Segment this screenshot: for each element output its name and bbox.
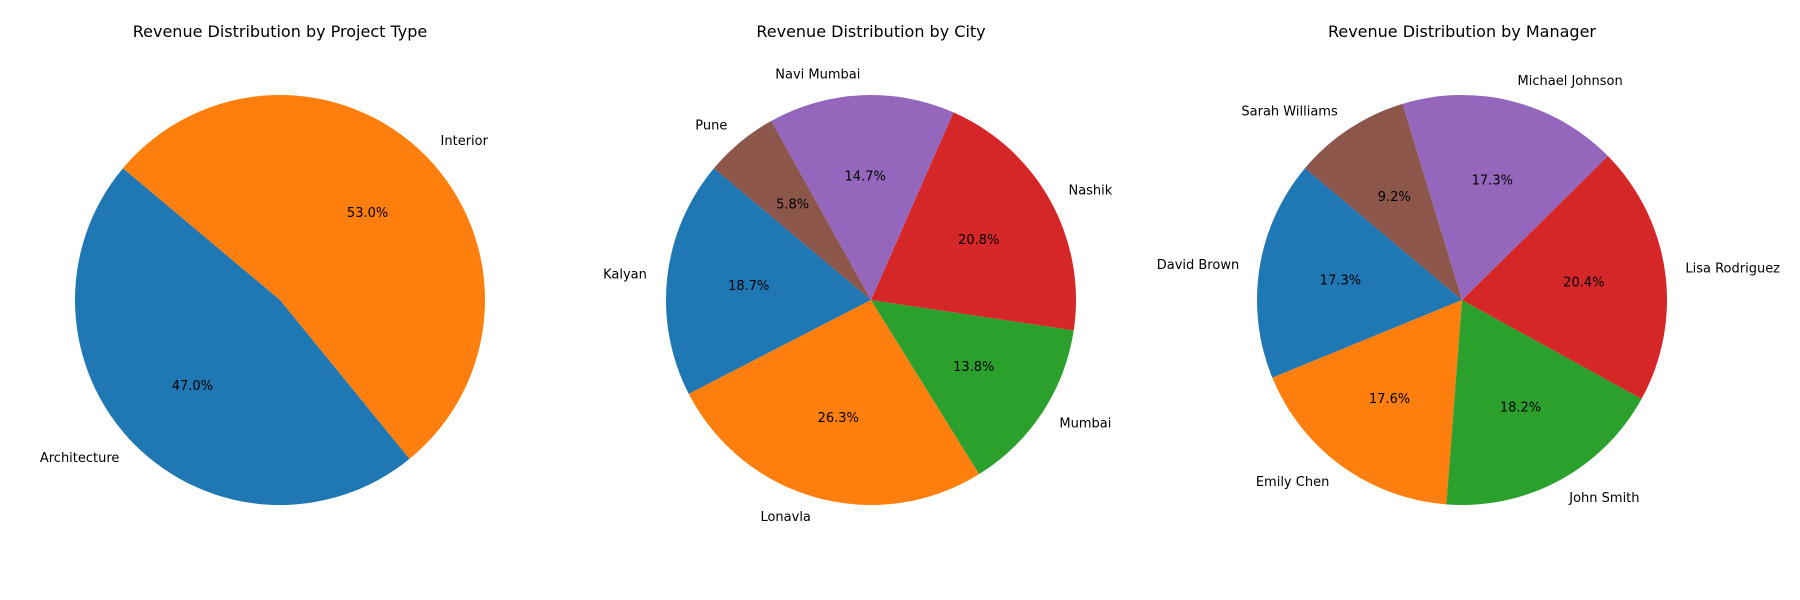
pie-labels: Kalyan 18.7% Lonavla 26.3% Mumbai 13.8% Nashik…: [603, 67, 1113, 525]
slice-label-architecture: Architecture: [40, 451, 120, 466]
pct-label-lonavla: 26.3%: [818, 411, 859, 426]
pie-slice-interior: [122, 95, 485, 459]
pie-slice-pune: [713, 120, 871, 300]
pie-slice-john-smith: [1446, 300, 1642, 505]
pie-slice-nashik: [871, 112, 1076, 331]
slice-label-pune: Pune: [695, 119, 727, 134]
chart-title: Revenue Distribution by Manager: [1328, 22, 1596, 41]
pie-slice-emily-chen: [1272, 300, 1462, 505]
slice-label-john-smith: John Smith: [1568, 491, 1639, 506]
pie-slice-lonavla: [688, 300, 980, 505]
pct-label-pune: 5.8%: [776, 198, 809, 213]
slice-label-navi-mumbai: Navi Mumbai: [775, 67, 860, 82]
slice-label-michael-johnson: Michael Johnson: [1518, 74, 1623, 89]
pie-slices: [666, 95, 1076, 505]
pie-chart-project-type: Revenue Distribution by Project Type Arc…: [40, 22, 489, 506]
pie-slice-lisa-rodriguez: [1462, 156, 1667, 399]
pct-label-lisa-rodriguez: 20.4%: [1563, 276, 1604, 291]
pie-chart-city: Revenue Distribution by City Kalyan 18.7%…: [603, 22, 1113, 525]
pct-label-mumbai: 13.8%: [953, 360, 994, 375]
pie-slice-michael-johnson: [1402, 95, 1608, 300]
slice-label-david-brown: David Brown: [1157, 258, 1239, 273]
slice-label-mumbai: Mumbai: [1059, 416, 1111, 431]
pct-label-michael-johnson: 17.3%: [1472, 173, 1513, 188]
pie-slice-david-brown: [1257, 168, 1462, 378]
pie-labels: Architecture 47.0% Interior 53.0%: [40, 134, 489, 466]
pie-slice-navi-mumbai: [771, 95, 954, 301]
pct-label-john-smith: 18.2%: [1500, 401, 1541, 416]
slice-label-emily-chen: Emily Chen: [1256, 475, 1329, 490]
pct-label-sarah-williams: 9.2%: [1378, 190, 1411, 205]
pie-slice-kalyan: [666, 168, 871, 394]
pie-chart-manager: Revenue Distribution by Manager David Br…: [1157, 22, 1780, 506]
slice-label-nashik: Nashik: [1068, 184, 1112, 199]
pct-label-navi-mumbai: 14.7%: [845, 170, 886, 185]
slice-label-interior: Interior: [441, 134, 489, 149]
pie-slice-sarah-williams: [1304, 103, 1462, 300]
slice-label-lonavla: Lonavla: [760, 510, 810, 525]
slice-label-lisa-rodriguez: Lisa Rodriguez: [1685, 262, 1780, 277]
pie-slice-architecture: [74, 168, 410, 506]
pct-label-kalyan: 18.7%: [728, 279, 769, 294]
pct-label-interior: 53.0%: [347, 206, 388, 221]
pct-label-architecture: 47.0%: [172, 379, 213, 394]
pie-slice-mumbai: [871, 300, 1074, 475]
pie-labels: David Brown 17.3% Emily Chen 17.6% John Smit…: [1157, 74, 1780, 506]
chart-title: Revenue Distribution by Project Type: [133, 22, 427, 41]
pie-slices: [74, 95, 485, 506]
chart-title: Revenue Distribution by City: [756, 22, 985, 41]
pct-label-emily-chen: 17.6%: [1369, 392, 1410, 407]
pct-label-david-brown: 17.3%: [1320, 274, 1361, 289]
pie-slices: [1257, 95, 1667, 505]
slice-label-sarah-williams: Sarah Williams: [1241, 104, 1338, 119]
slice-label-kalyan: Kalyan: [603, 267, 647, 282]
pct-label-nashik: 20.8%: [958, 233, 999, 248]
